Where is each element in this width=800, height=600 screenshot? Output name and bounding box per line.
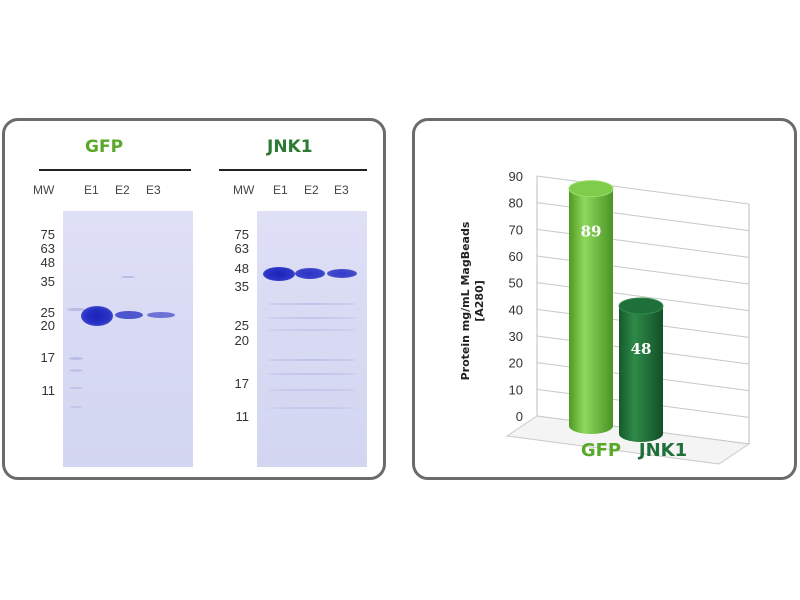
y-tick-label: 60 <box>509 249 523 264</box>
gel-band <box>69 357 83 360</box>
gfp-lane-label-e2: E2 <box>115 183 130 197</box>
y-tick-label: 30 <box>509 329 523 344</box>
gel-band <box>267 317 357 319</box>
gel-band <box>67 308 85 311</box>
jnk1-mw-marker: 25 <box>234 318 249 333</box>
jnk1-mw-marker: 20 <box>234 333 249 348</box>
jnk1-lane-label-e3: E3 <box>334 183 349 197</box>
chart-panel: 0 10 20 30 40 50 60 70 80 90 89 GFP 48 JNK1 Protein … <box>412 118 797 480</box>
gfp-mw-marker: 17 <box>40 350 55 365</box>
gel-band <box>267 389 357 391</box>
y-tick-label: 50 <box>509 276 523 291</box>
gfp-gel-image <box>63 211 193 467</box>
y-tick-label: 10 <box>509 382 523 397</box>
y-tick-label: 70 <box>509 222 523 237</box>
jnk1-mw-marker: 63 <box>234 241 249 256</box>
y-tick-label: 80 <box>509 196 523 211</box>
bar-jnk1: 48 <box>618 297 664 442</box>
jnk1-lane-label-mw: MW <box>233 183 255 197</box>
gel-band <box>327 269 357 278</box>
y-axis-label-unit: [A280] <box>473 280 486 322</box>
gridline <box>536 202 750 232</box>
gel-band <box>69 387 83 389</box>
y-tick-label: 20 <box>509 356 523 371</box>
bar-gfp: 89 <box>568 180 614 434</box>
gel-band <box>69 406 83 408</box>
jnk1-lane-label-e2: E2 <box>304 183 319 197</box>
gel-band <box>267 359 357 361</box>
bar-chart: 0 10 20 30 40 50 60 70 80 90 89 GFP 48 JNK1 Protein … <box>459 169 751 465</box>
jnk1-title-rule <box>219 169 367 171</box>
bar-top <box>568 180 614 198</box>
gfp-mw-marker: 48 <box>40 255 55 270</box>
y-axis-ticks: 0 10 20 30 40 50 60 70 80 90 <box>509 169 523 424</box>
gridline <box>536 255 750 285</box>
gel-band <box>147 312 175 318</box>
bar-bottom <box>619 426 663 442</box>
y-tick-label: 0 <box>516 409 523 424</box>
gfp-gel-title: GFP <box>85 137 124 157</box>
gridline <box>536 175 750 205</box>
gfp-mw-marker: 35 <box>40 274 55 289</box>
bar-bottom <box>569 418 613 434</box>
gel-band <box>81 306 113 326</box>
gel-band <box>295 268 325 279</box>
jnk1-mw-marker: 11 <box>235 409 250 424</box>
jnk1-mw-marker: 48 <box>234 261 249 276</box>
gfp-lane-label-mw: MW <box>33 183 55 197</box>
gel-band <box>69 369 83 372</box>
gel-band <box>263 267 295 281</box>
jnk1-mw-marker: 35 <box>234 279 249 294</box>
bar-data-label: 89 <box>581 223 602 241</box>
bar-body <box>569 188 613 426</box>
y-axis-label: Protein mg/mL MagBeads <box>459 221 472 380</box>
jnk1-gel-image <box>257 211 367 467</box>
gel-band <box>267 303 357 305</box>
bar-data-label: 48 <box>631 340 652 358</box>
jnk1-mw-marker: 75 <box>234 227 249 242</box>
gfp-mw-marker: 11 <box>41 383 56 398</box>
y-tick-label: 40 <box>509 302 523 317</box>
gfp-mw-marker: 75 <box>40 227 55 242</box>
jnk1-mw-marker: 17 <box>234 376 249 391</box>
jnk1-lane-label-e1: E1 <box>273 183 288 197</box>
x-category-label: GFP <box>581 440 621 461</box>
gfp-mw-marker: 20 <box>40 318 55 333</box>
gel-band <box>267 373 357 375</box>
bar-body <box>619 306 663 434</box>
bar-top <box>618 297 664 315</box>
gel-band <box>267 407 357 409</box>
gel-band <box>121 276 135 278</box>
gfp-mw-marker: 63 <box>40 241 55 256</box>
gfp-title-rule <box>39 169 191 171</box>
gfp-lane-label-e3: E3 <box>146 183 161 197</box>
gel-panel: GFP MW E1 E2 E3 75 63 48 35 25 20 17 11 … <box>2 118 386 480</box>
x-category-label: JNK1 <box>637 440 687 461</box>
jnk1-gel-title: JNK1 <box>267 137 313 157</box>
gel-band <box>115 311 143 319</box>
y-tick-label: 90 <box>509 169 523 184</box>
chart-bars: 89 GFP 48 JNK1 <box>568 180 687 461</box>
gfp-mw-marker: 25 <box>40 305 55 320</box>
gfp-lane-label-e1: E1 <box>84 183 99 197</box>
gel-band <box>267 329 357 331</box>
gridline <box>536 228 750 258</box>
